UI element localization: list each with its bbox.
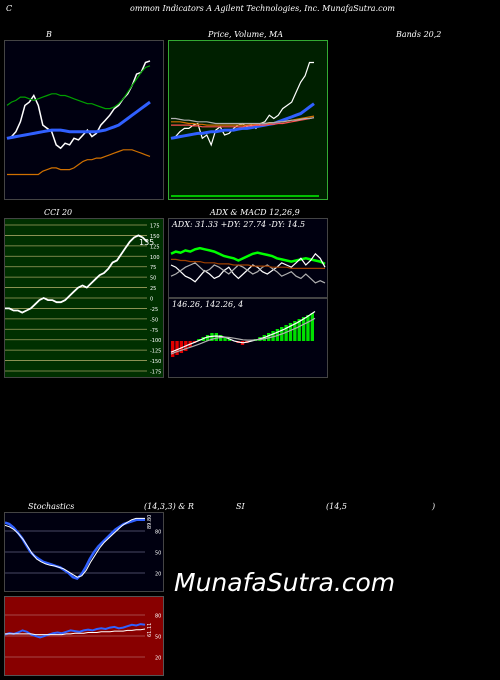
cci-tick--175: -175: [150, 370, 161, 376]
macd-series-signal: [170, 317, 316, 355]
price_ma-series-ma_blue: [170, 102, 315, 140]
rsi-tick-20: 20: [155, 656, 161, 662]
adx-chart: [170, 246, 326, 284]
stoch-tick-80: 80: [155, 530, 161, 536]
macd-bar: [293, 321, 297, 341]
macd-bar: [288, 323, 293, 341]
macd-chart: [170, 311, 316, 357]
macd-bar: [284, 325, 288, 341]
macd-bar: [175, 341, 179, 355]
rsi-tick-50: 50: [155, 635, 161, 641]
stochastics-series-k: [4, 518, 145, 581]
stoch-tick-50: 50: [155, 551, 161, 557]
stoch-label-left: Stochastics: [28, 502, 75, 511]
adx-macd-label: ADX & MACD 12,26,9: [210, 208, 300, 217]
macd-bar: [301, 317, 306, 341]
stochastics-panel: 80 50 20 89.80: [4, 512, 164, 592]
cci-label: CCI 20: [44, 208, 73, 217]
cci-tick--25: -25: [150, 307, 158, 313]
cci-tick--50: -50: [150, 317, 158, 323]
macd-bar: [271, 331, 275, 341]
adx-panel: ADX: 31.33 +DY: 27.74 -DY: 14.5: [168, 218, 328, 298]
macd-bar: [227, 339, 232, 341]
cci-tick-125: 125: [150, 244, 160, 250]
macd-bar: [214, 333, 218, 341]
macd-bar: [267, 333, 271, 341]
bollinger-label: B: [46, 30, 52, 39]
bollinger-series-middle: [6, 100, 151, 140]
stoch-label-close: ): [432, 502, 436, 511]
bollinger-series-lower: [7, 149, 151, 176]
adx-values: ADX: 31.33 +DY: 27.74 -DY: 14.5: [172, 220, 306, 229]
stochastics-chart: 80 50 20 89.80: [4, 515, 161, 581]
rsi-tick-80: 80: [155, 614, 161, 620]
price-ma-chart: [170, 61, 319, 197]
macd-series-macd: [170, 311, 316, 353]
cci-tick--75: -75: [150, 328, 158, 334]
cci-tick-25: 25: [150, 286, 156, 292]
cci-tick--100: -100: [150, 338, 161, 344]
stoch-label-si: SI: [236, 502, 245, 511]
cci-tick-150: 150: [150, 234, 160, 240]
bollinger-chart: [6, 60, 151, 176]
rsi-series-rsi: [4, 623, 146, 639]
macd-bar: [297, 319, 301, 341]
cci-tick-0: 0: [150, 297, 153, 303]
macd-bar: [171, 341, 175, 357]
cci-tick-100: 100: [150, 255, 160, 261]
price_ma-series-price: [170, 61, 314, 147]
cci-value-label: 135: [139, 238, 154, 247]
cci-tick--150: -150: [150, 359, 161, 365]
header-c: C: [6, 4, 13, 13]
rsi-value-label: 61.11: [147, 623, 153, 637]
stoch-tick-20: 20: [155, 572, 161, 578]
watermark: MunafaSutra.com: [174, 568, 396, 597]
page-title: ommon Indicators A Agilent Technologies,…: [130, 4, 395, 13]
cci-tick--125: -125: [150, 349, 161, 355]
rsi-panel: 80 50 20 61.11: [4, 596, 164, 676]
bollinger-series-upper: [6, 65, 151, 110]
adx-series-plus_di: [170, 252, 326, 283]
stoch-label-paren: (14,5: [326, 502, 347, 511]
macd-values: 146.26, 142.26, 4: [172, 300, 244, 309]
stoch-value-label: 89.80: [147, 515, 153, 529]
cci-chart: 175 150 125 100 75 50 25 0 -25 -50 -75 -100 -125 -150…: [5, 224, 161, 376]
rsi-chart: 80 50 20 61.11: [4, 614, 161, 662]
macd-bar: [306, 315, 310, 341]
rsi-series-rsi_avg: [5, 628, 146, 636]
bands-label: Bands 20,2: [396, 30, 442, 39]
macd-bar: [205, 335, 210, 341]
adx-series-trend: [171, 258, 325, 270]
cci-panel: 175 150 125 100 75 50 25 0 -25 -50 -75 -100 -125 -150…: [4, 218, 164, 378]
stochastics-series-d: [4, 517, 145, 578]
price_ma-series-ma_gray: [171, 117, 315, 125]
price-ma-label: Price, Volume, MA: [208, 30, 284, 39]
macd-bar: [223, 337, 227, 341]
macd-panel: 146.26, 142.26, 4: [168, 298, 328, 378]
stoch-label-mid: (14,3,3) & R: [144, 502, 194, 511]
cci-tick-175: 175: [150, 224, 160, 230]
bollinger-panel: [4, 40, 164, 200]
price-ma-panel: [168, 40, 328, 200]
cci-tick-75: 75: [150, 265, 156, 271]
price_ma-series-ma_red: [171, 117, 315, 128]
adx-series-minus_di: [170, 262, 326, 284]
cci-tick-50: 50: [150, 276, 156, 282]
cci-series-cci: [5, 234, 148, 314]
macd-bar: [179, 341, 184, 353]
macd-bar: [310, 313, 314, 341]
macd-bar: [210, 333, 214, 341]
